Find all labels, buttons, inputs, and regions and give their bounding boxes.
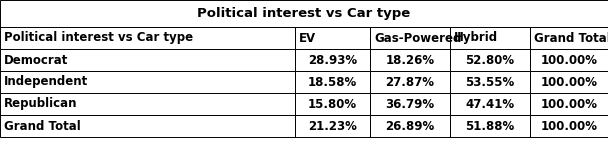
Bar [370, 93, 450, 115]
Bar [450, 27, 530, 49]
Text: 100.00%: 100.00% [541, 98, 598, 111]
Bar [0, 27, 295, 49]
Bar [295, 27, 370, 49]
Text: 18.58%: 18.58% [308, 75, 357, 88]
Text: 51.88%: 51.88% [465, 120, 514, 132]
Bar [530, 71, 608, 93]
Text: 52.80%: 52.80% [466, 54, 514, 66]
Text: Hybrid: Hybrid [454, 32, 498, 45]
Bar [0, 71, 295, 93]
Text: Democrat: Democrat [4, 54, 68, 66]
Bar [295, 115, 370, 137]
Bar [0, 115, 295, 137]
Text: EV: EV [299, 32, 316, 45]
Bar [530, 93, 608, 115]
Text: 100.00%: 100.00% [541, 75, 598, 88]
Bar [295, 49, 370, 71]
Text: Republican: Republican [4, 98, 77, 111]
Bar [450, 115, 530, 137]
Bar [370, 115, 450, 137]
Text: 100.00%: 100.00% [541, 120, 598, 132]
Text: 28.93%: 28.93% [308, 54, 357, 66]
Text: 18.26%: 18.26% [385, 54, 435, 66]
Bar [0, 49, 295, 71]
Text: 15.80%: 15.80% [308, 98, 357, 111]
Bar [0, 93, 295, 115]
Text: 27.87%: 27.87% [385, 75, 435, 88]
Bar [295, 71, 370, 93]
Bar [370, 27, 450, 49]
Text: Independent: Independent [4, 75, 88, 88]
Bar [450, 49, 530, 71]
Text: 26.89%: 26.89% [385, 120, 435, 132]
Text: Grand Total: Grand Total [534, 32, 608, 45]
Bar [530, 115, 608, 137]
Bar [530, 27, 608, 49]
Bar [370, 71, 450, 93]
Text: Political interest vs Car type: Political interest vs Car type [4, 32, 193, 45]
Bar [0, 0, 608, 27]
Text: 47.41%: 47.41% [466, 98, 514, 111]
Bar [450, 93, 530, 115]
Text: 21.23%: 21.23% [308, 120, 357, 132]
Text: Gas-Powered: Gas-Powered [374, 32, 461, 45]
Bar [450, 71, 530, 93]
Text: 36.79%: 36.79% [385, 98, 435, 111]
Bar [370, 49, 450, 71]
Text: Political interest vs Car type: Political interest vs Car type [198, 7, 410, 20]
Text: 100.00%: 100.00% [541, 54, 598, 66]
Text: Grand Total: Grand Total [4, 120, 81, 132]
Text: 53.55%: 53.55% [465, 75, 514, 88]
Bar [530, 49, 608, 71]
Bar [295, 93, 370, 115]
